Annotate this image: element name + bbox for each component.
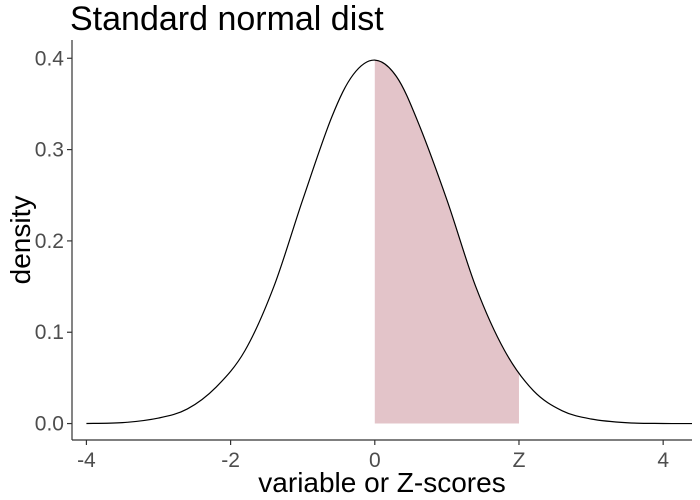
y-tick-label: 0.1 [35, 321, 64, 344]
y-tick-label: 0.4 [35, 47, 65, 70]
shaded-area [374, 60, 519, 424]
y-tick-label: 0.2 [35, 230, 64, 253]
x-tick-label: 0 [369, 449, 381, 472]
chart-title: Standard normal dist [70, 0, 384, 38]
y-tick-label: 0.3 [35, 139, 64, 162]
y-axis-title: density [5, 196, 36, 285]
x-tick-label: -2 [221, 449, 240, 472]
x-tick-label: 4 [657, 449, 669, 472]
x-axis-title: variable or Z-scores [258, 467, 505, 498]
x-tick-label: Z [513, 449, 526, 472]
x-tick-label: -4 [77, 449, 96, 472]
density-curve [86, 59, 693, 425]
axes: -4 -2 0 Z 4 0.0 0.1 0.2 0.3 0.4 [35, 40, 692, 472]
y-tick-label: 0.0 [35, 413, 64, 436]
plot-area [86, 59, 693, 425]
